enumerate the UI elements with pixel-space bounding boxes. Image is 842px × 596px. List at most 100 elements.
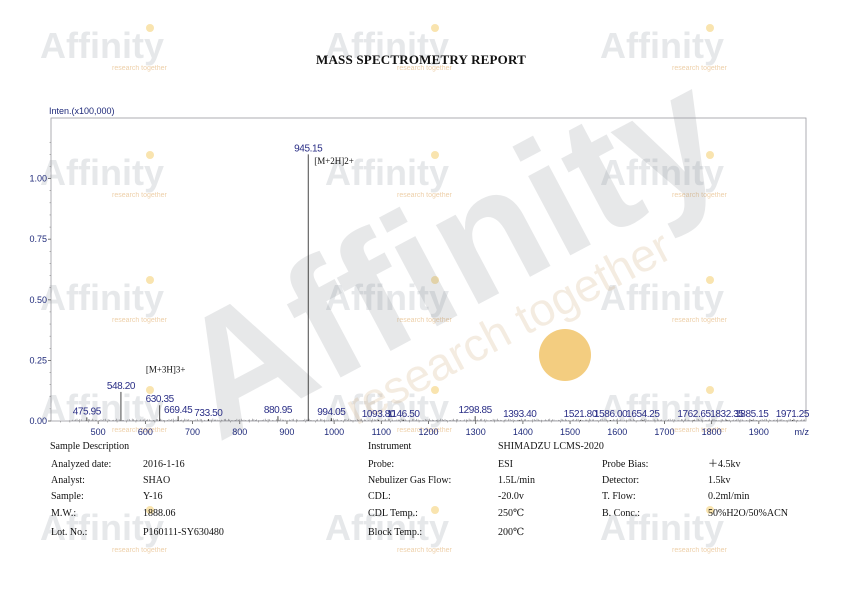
watermark-tagline: research together [672, 65, 728, 72]
watermark-text: Affinity [40, 25, 164, 66]
watermark-text: Affinity [600, 277, 724, 318]
info-label: Instrument [368, 441, 412, 452]
watermark-text: Affinity [600, 387, 724, 428]
watermark-dot [706, 276, 714, 284]
watermark-tagline: research together [112, 547, 168, 554]
info-value: 200℃ [498, 527, 525, 538]
watermark-dot [146, 386, 154, 394]
info-value: 2016-1-16 [143, 459, 185, 470]
y-tick-label: 1.00 [29, 174, 47, 184]
watermark-text: Affinity [325, 507, 449, 548]
info-label: Analyst: [51, 475, 85, 486]
x-tick-label: 1200 [418, 427, 438, 437]
watermark-text: Affinity [325, 152, 449, 193]
peak-label: 1146.50 [387, 409, 420, 420]
watermark-tagline: research together [397, 65, 453, 72]
watermark-text: Affinity [40, 152, 164, 193]
info-label-2: Detector: [602, 475, 640, 486]
peak-label: 630.35 [146, 394, 175, 405]
watermark-tagline: research together [397, 192, 453, 199]
plot-area: 0.00 0.25 0.50 0.75 1.00 500 600 700 800 900 1000 1… [29, 106, 810, 437]
watermark-dot [706, 506, 714, 514]
info-label: Probe: [368, 459, 395, 470]
info-label: Nebulizer Gas Flow: [368, 475, 452, 486]
info-value: ESI [498, 459, 513, 470]
x-tick-label: 600 [138, 427, 153, 437]
peak-label: 880.95 [264, 405, 293, 416]
x-tick-label: 1600 [607, 427, 627, 437]
x-tick-label: 1800 [702, 427, 722, 437]
info-label: Analyzed date: [51, 459, 112, 470]
watermark-dot [146, 506, 154, 514]
x-tick-label: 500 [91, 427, 106, 437]
peak-label: 1521.80 [564, 409, 598, 420]
watermark-dot [431, 151, 439, 159]
watermark-tagline: research together [397, 317, 453, 324]
info-value: Y-16 [143, 491, 163, 502]
info-value: 250℃ [498, 508, 525, 519]
baseline-noise [69, 418, 805, 421]
info-value: P160111-SY630480 [143, 527, 224, 538]
info-value-2: ＋4.5kv [708, 459, 741, 470]
peak-label: 1971.25 [776, 409, 810, 420]
peak-label: 1586.00 [594, 409, 628, 420]
watermark-tagline: research together [112, 427, 168, 434]
report-title: MASS SPECTROMETRY REPORT [316, 52, 526, 67]
watermark-text: Affinity [325, 25, 449, 66]
watermark-tagline: research together [397, 427, 453, 434]
watermark-text: Affinity [40, 277, 164, 318]
watermark-dot [146, 151, 154, 159]
x-tick-label: 1300 [466, 427, 486, 437]
y-axis-title: Inten.(x100,000) [49, 106, 115, 116]
peak-label: 1832.35 [710, 409, 744, 420]
watermark-tagline: research together [112, 317, 168, 324]
watermark-dot [431, 386, 439, 394]
peak-label: 1885.15 [735, 409, 769, 420]
y-tick-label: 0.75 [29, 234, 47, 244]
info-value: 1888.06 [143, 508, 176, 519]
watermark-text: Affinity [600, 152, 724, 193]
y-tick-label: 0.50 [29, 295, 47, 305]
watermark-text: Affinity [600, 25, 724, 66]
info-label-2: B. Conc.: [602, 508, 641, 519]
watermark-tagline: research together [112, 65, 168, 72]
watermark-text: Affinity [600, 507, 724, 548]
info-value-2: 50%H2O/50%ACN [708, 508, 788, 519]
peak-label: 994.05 [317, 407, 346, 418]
info-label: CDL Temp.: [368, 508, 418, 519]
watermark-text: Affinity [40, 507, 164, 548]
info-label: CDL: [368, 491, 391, 502]
info-value-2: 1.5kv [708, 475, 731, 486]
watermark-dot [431, 276, 439, 284]
x-tick-label: 1700 [654, 427, 674, 437]
peak-label: 945.15 [294, 143, 323, 154]
watermark-dot [431, 506, 439, 514]
x-tick-label: 900 [279, 427, 294, 437]
x-tick-label: 1400 [513, 427, 533, 437]
y-tick-label: 0.00 [29, 416, 47, 426]
watermark-dot [431, 24, 439, 32]
watermark-dot [706, 386, 714, 394]
x-tick-label: 1000 [324, 427, 344, 437]
watermark-text: Affinity [325, 277, 449, 318]
watermark-dot [146, 276, 154, 284]
watermark-big-dot [539, 329, 591, 381]
watermark-tagline: research together [112, 192, 168, 199]
peak-label: 1298.85 [458, 405, 492, 416]
peak-label: 1093.80 [362, 409, 396, 420]
peak-label: 1393.40 [503, 409, 537, 420]
watermark-tagline: research together [672, 427, 728, 434]
ion-annotation: [M+3H]3+ [146, 365, 186, 375]
x-axis-title: m/z [795, 427, 810, 437]
x-tick-label: 1500 [560, 427, 580, 437]
watermark-dot [146, 24, 154, 32]
